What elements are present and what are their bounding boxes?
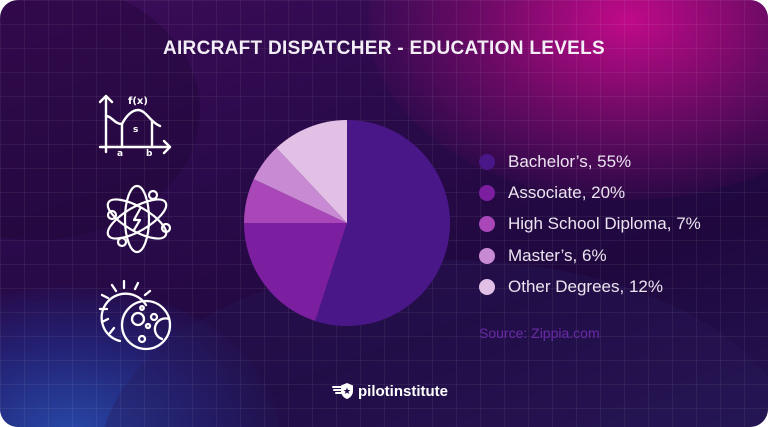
brand-logo: pilotinstitute bbox=[332, 382, 448, 400]
function-integral-icon: f(x) s a b bbox=[98, 94, 172, 156]
legend-label: High School Diploma, 7% bbox=[508, 214, 701, 234]
legend-swatch bbox=[479, 216, 495, 233]
pie-chart bbox=[244, 120, 450, 326]
pie-slice-master-s bbox=[253, 147, 347, 223]
legend-label: Other Degrees, 12% bbox=[508, 276, 663, 296]
pie-slice-other-degrees bbox=[276, 120, 347, 223]
brand-name: pilotinstitute bbox=[358, 382, 448, 400]
pie-slice-bachelor-s bbox=[315, 120, 450, 326]
chart-title: AIRCRAFT DISPATCHER - EDUCATION LEVELS bbox=[162, 38, 606, 59]
atom-lightning-icon bbox=[106, 184, 172, 254]
legend-item-other: Other Degrees, 12% bbox=[479, 271, 701, 302]
legend-label: Master’s, 6% bbox=[508, 245, 607, 265]
svg-text:f(x): f(x) bbox=[128, 96, 148, 107]
legend-swatch bbox=[479, 278, 495, 295]
pie-slice-high-school-diploma bbox=[244, 179, 347, 223]
legend-label: Bachelor’s, 55% bbox=[508, 151, 632, 171]
legend-item-bachelors: Bachelor’s, 55% bbox=[479, 146, 701, 177]
winged-shield-star-icon bbox=[332, 383, 353, 399]
sun-planet-icon bbox=[98, 279, 172, 351]
legend-swatch bbox=[479, 153, 495, 170]
legend-item-associate: Associate, 20% bbox=[479, 177, 701, 208]
legend-label: Associate, 20% bbox=[508, 182, 626, 202]
svg-text:a: a bbox=[117, 149, 123, 156]
legend-swatch bbox=[479, 247, 495, 264]
legend-item-high-school: High School Diploma, 7% bbox=[479, 209, 701, 240]
legend-item-masters: Master’s, 6% bbox=[479, 240, 701, 271]
svg-text:s: s bbox=[133, 125, 138, 135]
legend-swatch bbox=[479, 184, 495, 201]
pie-slice-associate bbox=[244, 223, 347, 321]
source-text: Source: Zippia.com bbox=[479, 325, 600, 341]
chart-legend: Bachelor’s, 55% Associate, 20% High Scho… bbox=[479, 146, 701, 302]
svg-text:b: b bbox=[146, 149, 153, 156]
